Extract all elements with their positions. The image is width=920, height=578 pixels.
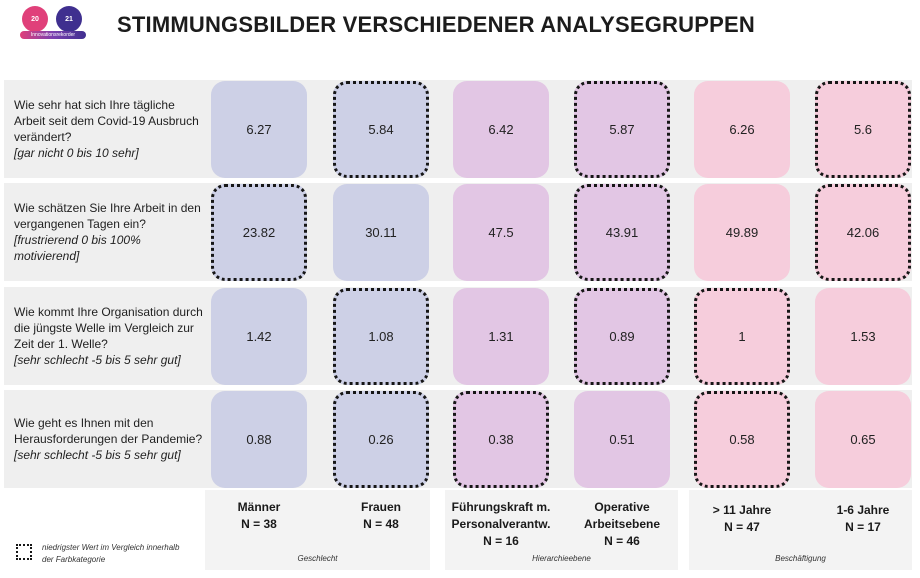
column-label-name-2: Arbeitsebene: [583, 517, 661, 531]
value-cell: 0.26: [333, 391, 429, 488]
question-text: Wie sehr hat sich Ihre tägliche Arbeit s…: [14, 97, 204, 161]
column-label-name: Operative: [594, 500, 650, 514]
value-cell: 6.42: [453, 81, 549, 178]
value-cell: 47.5: [453, 184, 549, 281]
value-cell: 1.42: [211, 288, 307, 385]
column-label-n: N = 17: [845, 520, 881, 534]
value-cell: 42.06: [815, 184, 911, 281]
column-label-name: Frauen: [360, 500, 401, 514]
group-panel: [445, 490, 678, 570]
page-title: STIMMUNGSBILDER VERSCHIEDENER ANALYSEGRU…: [117, 12, 755, 37]
logo-caption: Innovationsrekorder: [20, 31, 86, 39]
question-text: Wie schätzen Sie Ihre Arbeit in den verg…: [14, 200, 204, 264]
column-label-name: 1-6 Jahre: [836, 503, 890, 517]
group-panel: [205, 490, 430, 570]
group-panel: [689, 490, 912, 570]
question-scale: [sehr schlecht -5 bis 5 sehr gut]: [14, 448, 181, 462]
value-cell: 1: [694, 288, 790, 385]
logo-left-circle: 20: [22, 6, 48, 32]
column-label: Führungskraft m. Personalverantw. N = 16: [431, 499, 571, 550]
value-cell: 0.65: [815, 391, 911, 488]
group-label: Hierarchieebene: [532, 554, 591, 563]
value-cell: 1.31: [453, 288, 549, 385]
value-cell: 6.26: [694, 81, 790, 178]
value-cell: 0.51: [574, 391, 670, 488]
legend-dotted-box-icon: [16, 544, 32, 560]
column-label: 1-6 Jahre N = 17: [793, 502, 920, 536]
column-label-n: N = 16: [483, 534, 519, 548]
column-label-name: Führungskraft m.: [451, 500, 551, 514]
question-scale: [sehr schlecht -5 bis 5 sehr gut]: [14, 353, 181, 367]
column-label-name: Männer: [237, 500, 281, 514]
column-label-n: N = 46: [604, 534, 640, 548]
logo: 20 21 Innovationsrekorder: [20, 6, 100, 46]
value-cell: 1.53: [815, 288, 911, 385]
value-cell: 5.84: [333, 81, 429, 178]
value-cell: 0.58: [694, 391, 790, 488]
value-cell: 23.82: [211, 184, 307, 281]
column-label: Männer N = 38: [189, 499, 329, 533]
value-cell: 49.89: [694, 184, 790, 281]
value-cell: 43.91: [574, 184, 670, 281]
question-label: Wie sehr hat sich Ihre tägliche Arbeit s…: [14, 98, 199, 144]
value-cell: 1.08: [333, 288, 429, 385]
question-label: Wie schätzen Sie Ihre Arbeit in den verg…: [14, 201, 201, 231]
value-cell: 6.27: [211, 81, 307, 178]
logo-right-circle: 21: [56, 6, 82, 32]
question-text: Wie kommt Ihre Organisation durch die jü…: [14, 304, 204, 368]
column-label: Frauen N = 48: [311, 499, 451, 533]
column-label: Operative Arbeitsebene N = 46: [552, 499, 692, 550]
question-label: Wie geht es Ihnen mit den Herausforderun…: [14, 416, 203, 446]
column-label-n: N = 47: [724, 520, 760, 534]
question-label: Wie kommt Ihre Organisation durch die jü…: [14, 305, 203, 351]
column-label-name: > 11 Jahre: [712, 503, 772, 517]
value-cell: 0.88: [211, 391, 307, 488]
group-label: Beschäftigung: [775, 554, 826, 563]
value-cell: 30.11: [333, 184, 429, 281]
group-label: Geschlecht: [297, 554, 338, 563]
question-text: Wie geht es Ihnen mit den Herausforderun…: [14, 415, 204, 463]
value-cell: 0.38: [453, 391, 549, 488]
question-scale: [gar nicht 0 bis 10 sehr]: [14, 146, 139, 160]
legend-text: niedrigster Wert im Vergleich innerhalb …: [42, 543, 180, 564]
column-label: > 11 Jahre N = 47: [672, 502, 812, 536]
column-label-n: N = 48: [363, 517, 399, 531]
value-cell: 0.89: [574, 288, 670, 385]
value-cell: 5.6: [815, 81, 911, 178]
question-scale: [frustrierend 0 bis 100% motivierend]: [14, 233, 141, 263]
column-label-name-2: Personalverantw.: [451, 517, 551, 531]
column-label-n: N = 38: [241, 517, 277, 531]
value-cell: 5.87: [574, 81, 670, 178]
